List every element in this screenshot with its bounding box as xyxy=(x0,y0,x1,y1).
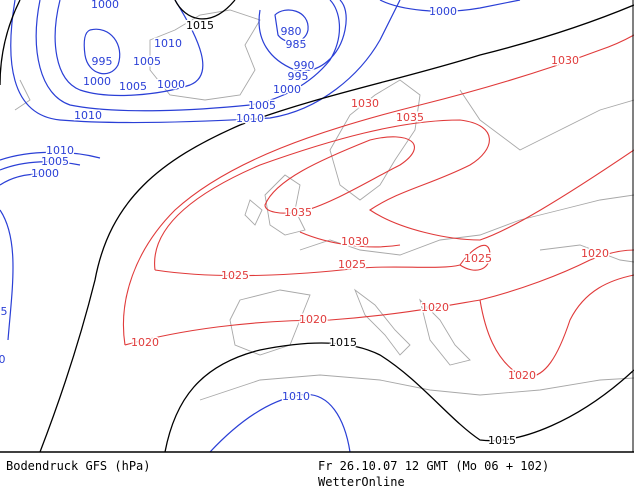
isobar-label: 1000 xyxy=(83,75,111,88)
isobar-label: 995 xyxy=(92,55,113,68)
isobar-label: 1000 xyxy=(91,0,119,11)
isobar-label: 1035 xyxy=(284,206,312,219)
isobar-label: 1000 xyxy=(31,167,59,180)
coastlines xyxy=(14,9,634,401)
isobar-label: 1005 xyxy=(41,155,69,168)
isobar-label: 1025 xyxy=(464,252,492,265)
isobar-label: 1000 xyxy=(429,5,457,18)
isobars xyxy=(0,0,634,453)
isobar-label: 1020 xyxy=(421,301,449,314)
isobar-label: 1020 xyxy=(299,313,327,326)
isobar-label: 995 xyxy=(288,70,309,83)
isobar-label: 1015 xyxy=(186,19,214,32)
isobar-label: 0 xyxy=(0,353,6,366)
isobar-label: 1010 xyxy=(282,390,310,403)
isobar-label: 1020 xyxy=(581,247,609,260)
isobar-label: 1020 xyxy=(508,369,536,382)
footer-date: Fr 26.10.07 12 GMT (Mo 06 + 102) xyxy=(318,459,549,473)
isobar-label: 1010 xyxy=(154,37,182,50)
isobar-label: 1035 xyxy=(396,111,424,124)
isobar-label: 1015 xyxy=(488,434,516,447)
isobar-label: 1030 xyxy=(351,97,379,110)
isobar-label: 1015 xyxy=(329,336,357,349)
isobar-label: 1010 xyxy=(74,109,102,122)
isobar-label: 1030 xyxy=(341,235,369,248)
isobar-label: 1000 xyxy=(157,78,185,91)
isobar-label: 1025 xyxy=(338,258,366,271)
isobar-label: 5 xyxy=(1,305,8,318)
footer-title: Bodendruck GFS (hPa) xyxy=(6,459,151,473)
isobar-label: 985 xyxy=(286,38,307,51)
isobar-label: 1005 xyxy=(133,55,161,68)
isobar-label: 1000 xyxy=(273,83,301,96)
isobar-label: 1025 xyxy=(221,269,249,282)
footer-source: WetterOnline xyxy=(318,475,405,489)
isobar-label: 980 xyxy=(281,25,302,38)
isobar-label: 990 xyxy=(294,59,315,72)
isobar-label: 1020 xyxy=(131,336,159,349)
isobar-label: 1010 xyxy=(236,112,264,125)
isobar-label: 1005 xyxy=(119,80,147,93)
isobar-label: 1010 xyxy=(46,144,74,157)
isobar-label: 1030 xyxy=(551,54,579,67)
isobar-label: 1005 xyxy=(248,99,276,112)
